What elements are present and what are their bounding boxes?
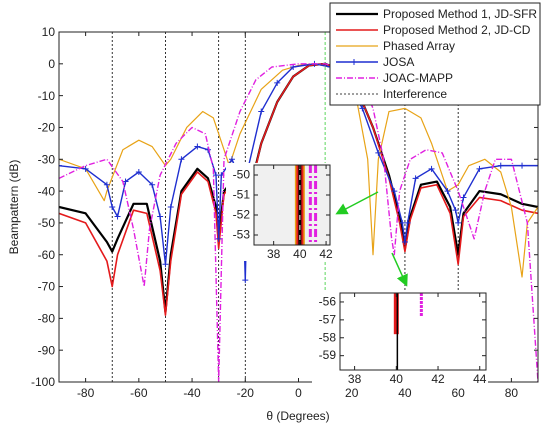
y-tick-label: -70 (38, 280, 56, 294)
plot-area (254, 165, 330, 245)
legend-label: Proposed Method 1, JD-SFR (383, 7, 537, 21)
y-tick-label: -52 (233, 208, 251, 222)
y-tick-label: -56 (319, 294, 337, 308)
x-tick-label: -80 (77, 386, 95, 400)
y-tick-label: -59 (319, 348, 337, 362)
x-tick-label: -20 (237, 386, 255, 400)
y-tick-label: -53 (233, 228, 251, 242)
marker (428, 165, 435, 172)
arrow (335, 191, 379, 215)
x-tick-label: 40 (293, 247, 307, 261)
y-tick-label: -90 (38, 343, 56, 357)
legend-label: JOAC-MAPP (383, 71, 453, 85)
y-tick-label: -51 (233, 188, 251, 202)
marker (401, 239, 408, 245)
marker (391, 188, 398, 195)
marker (455, 219, 462, 226)
marker (59, 162, 62, 169)
marker (274, 79, 281, 86)
x-tick-label: 0 (295, 386, 302, 400)
x-tick-label: -60 (130, 386, 148, 400)
x-tick-label: 40 (398, 386, 412, 400)
marker (452, 207, 459, 214)
x-tick-label: 80 (505, 386, 519, 400)
marker (242, 277, 249, 284)
marker (215, 235, 222, 242)
y-tick-label: -60 (38, 248, 56, 262)
legend-box (329, 2, 541, 106)
marker (82, 165, 89, 172)
marker (375, 149, 382, 156)
legend-label: Interference (383, 87, 447, 101)
marker (103, 181, 110, 188)
inset-frame (253, 164, 331, 246)
marker (167, 204, 174, 210)
y-tick-label: -80 (38, 312, 56, 326)
x-tick-label: 38 (267, 247, 281, 261)
marker (497, 162, 504, 169)
x-tick-label: 44 (473, 372, 487, 386)
legend-label: JOSA (383, 55, 414, 69)
marker (157, 213, 164, 220)
y-tick-label: 10 (42, 25, 56, 39)
y-tick-label: -10 (38, 89, 56, 103)
marker (404, 219, 411, 226)
y-tick-label: -50 (233, 168, 251, 182)
marker (109, 204, 116, 210)
y-tick-label: -50 (38, 216, 56, 230)
marker (178, 156, 185, 163)
x-tick-label: 42 (431, 372, 445, 386)
x-axis-label: θ (Degrees) (266, 409, 329, 423)
series-line (59, 63, 538, 382)
x-tick-label: 20 (345, 386, 359, 400)
series-line (59, 63, 538, 316)
marker (359, 105, 366, 112)
marker (412, 175, 419, 182)
y-tick-label: -58 (319, 330, 337, 344)
y-tick-label: -20 (38, 121, 56, 135)
x-tick-label: 38 (348, 372, 362, 386)
marker (213, 172, 220, 179)
legend-label: Proposed Method 2, JD-CD (383, 23, 531, 37)
x-tick-label: 42 (319, 247, 333, 261)
marker (114, 213, 121, 220)
y-tick-label: -57 (319, 312, 337, 326)
marker (258, 108, 265, 115)
marker (444, 188, 451, 195)
inset-frame (339, 292, 487, 371)
plot-layer (393, 293, 423, 370)
marker (460, 194, 467, 201)
marker (194, 143, 201, 150)
y-tick-label: -100 (31, 375, 55, 389)
y-axis-label: Beampattern (dB) (7, 160, 21, 255)
marker (535, 162, 538, 169)
marker (399, 219, 406, 226)
plot-area (340, 293, 486, 370)
legend-marker (351, 59, 357, 65)
plot-layer (294, 165, 318, 245)
y-tick-label: -40 (38, 184, 56, 198)
x-tick-label: -40 (183, 386, 201, 400)
x-tick-label: 60 (451, 386, 465, 400)
plot-frame (58, 31, 539, 383)
arrow (391, 252, 408, 287)
marker (149, 181, 156, 188)
y-tick-label: -30 (38, 152, 56, 166)
marker (162, 261, 169, 268)
legend-label: Phased Array (383, 39, 455, 53)
marker (519, 162, 526, 169)
marker (135, 169, 142, 175)
y-tick-label: 0 (48, 57, 55, 71)
marker (228, 156, 235, 163)
marker (476, 165, 483, 172)
x-tick-label: 40 (390, 372, 404, 386)
